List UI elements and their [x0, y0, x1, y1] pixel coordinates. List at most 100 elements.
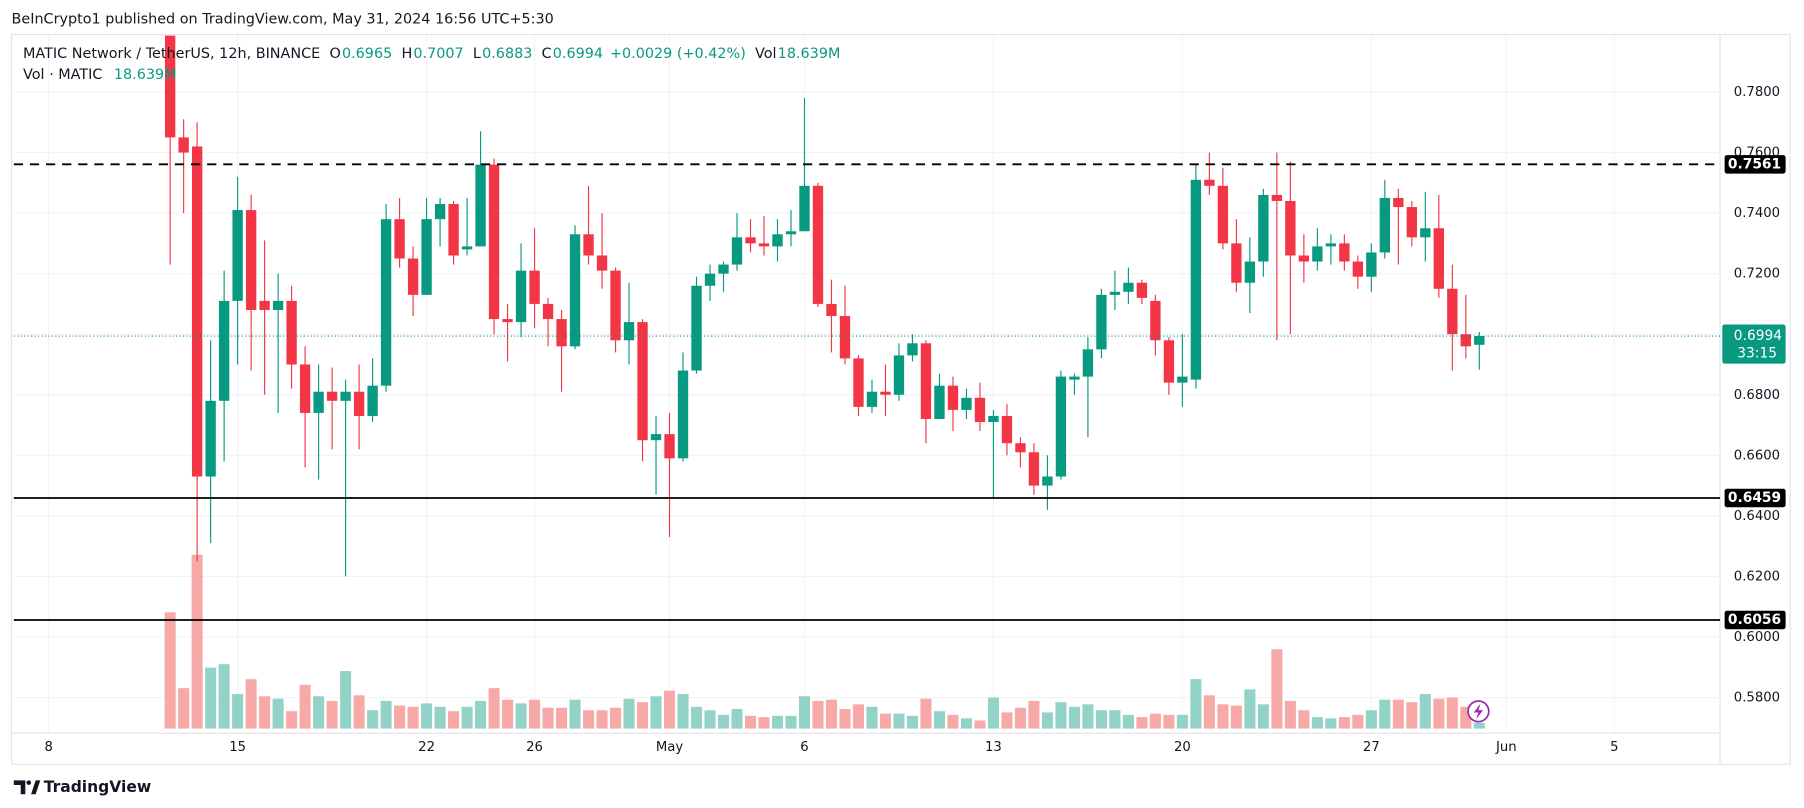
- candle-body: [515, 270, 527, 323]
- volume-bar: [1136, 717, 1148, 729]
- y-tick-label: 0.6400: [1734, 509, 1780, 524]
- volume-bar: [326, 700, 338, 729]
- legend-text: H: [401, 46, 412, 62]
- candle-body: [1366, 252, 1377, 277]
- volume-bar: [839, 708, 851, 729]
- candle-body: [272, 300, 284, 310]
- volume-bar: [798, 696, 811, 729]
- candle-body: [299, 364, 311, 413]
- candle-body: [448, 204, 459, 256]
- candle-body: [407, 258, 419, 295]
- volume-bar: [637, 702, 649, 729]
- volume-bar: [272, 698, 284, 729]
- candle-body: [245, 210, 257, 310]
- volume-bar: [960, 718, 972, 729]
- candle-body: [826, 303, 837, 317]
- volume-bar: [947, 714, 959, 729]
- legend-text: L: [473, 46, 481, 62]
- volume-bar: [434, 706, 446, 729]
- candle-body: [1474, 336, 1485, 345]
- volume-bar: [596, 710, 608, 729]
- candle-body: [1298, 255, 1310, 262]
- candle-body: [1258, 194, 1269, 262]
- volume-bar: [232, 694, 244, 729]
- volume-bar: [1176, 714, 1188, 729]
- volume-bar: [299, 684, 311, 729]
- candle-body: [1136, 282, 1148, 298]
- candle-body: [1096, 294, 1107, 350]
- publish-credit: BeInCrypto1 published on TradingView.com…: [12, 12, 554, 28]
- volume-bar: [448, 711, 460, 729]
- candle-body: [380, 219, 392, 386]
- volume-bar: [569, 699, 581, 729]
- candle-body: [367, 385, 378, 416]
- candle-body: [1082, 349, 1094, 377]
- candle-body: [772, 234, 783, 247]
- candle-body: [218, 300, 230, 401]
- candle-body: [1433, 228, 1445, 289]
- volume-bar: [407, 706, 419, 729]
- candle-body: [1055, 376, 1067, 477]
- volume-bar: [758, 717, 770, 729]
- x-tick-label: 22: [418, 740, 435, 755]
- candle-body: [313, 391, 324, 413]
- volume-bar: [1365, 710, 1377, 729]
- volume-bar: [1001, 712, 1013, 729]
- candle-body: [1204, 179, 1215, 186]
- legend-text: C: [542, 46, 552, 62]
- level-label: 0.6459: [1728, 490, 1781, 506]
- candle-body: [704, 273, 716, 286]
- candle-body: [205, 400, 216, 477]
- candle-body: [529, 270, 540, 304]
- volume-bar: [731, 708, 743, 729]
- candle-body: [677, 370, 689, 459]
- candle-body: [623, 322, 635, 341]
- candle-body: [1447, 288, 1458, 335]
- volume-bar: [191, 554, 203, 729]
- candle-body: [1244, 261, 1256, 283]
- candle-body: [650, 434, 662, 441]
- volume-bar: [556, 707, 568, 729]
- candle-body: [799, 185, 810, 232]
- candle-body: [434, 204, 446, 220]
- volume-bar: [542, 707, 554, 729]
- candle-body: [1460, 334, 1472, 347]
- volume-bar: [1392, 699, 1404, 729]
- candle-body: [461, 246, 473, 250]
- volume-bar: [245, 679, 257, 729]
- candle-body: [934, 385, 945, 419]
- y-tick-label: 0.7200: [1734, 267, 1780, 282]
- volume-bar: [353, 695, 365, 729]
- candle-body: [596, 255, 608, 271]
- volume-bar: [394, 705, 406, 729]
- level-label-box: [1724, 610, 1786, 630]
- volume-bar: [488, 688, 500, 729]
- volume-pane: [164, 554, 1485, 729]
- candle-body: [286, 300, 297, 365]
- y-tick-label: 0.6000: [1734, 630, 1780, 645]
- volume-bar: [1014, 707, 1026, 729]
- candle-body: [1312, 246, 1323, 262]
- candle-body: [1150, 300, 1161, 341]
- volume-bar: [1068, 706, 1080, 729]
- volume-bar: [218, 664, 230, 729]
- volume-bar: [866, 706, 878, 729]
- volume-bar: [663, 690, 676, 729]
- volume-bar: [461, 706, 473, 729]
- volume-bar: [164, 612, 176, 729]
- candle-body: [1339, 243, 1350, 262]
- candle-body: [1001, 415, 1013, 444]
- y-tick-label: 0.7800: [1734, 85, 1780, 100]
- y-tick-label: 0.6200: [1734, 569, 1780, 584]
- candle-body: [839, 316, 851, 359]
- volume-bar: [893, 713, 905, 729]
- legend-text: MATIC Network / TetherUS, 12h, BINANCE: [23, 46, 320, 62]
- volume-bar: [583, 710, 595, 729]
- volume-bar: [1149, 713, 1161, 729]
- volume-bar: [1041, 712, 1053, 729]
- candle-body: [637, 322, 648, 441]
- candle-body: [353, 391, 365, 416]
- volume-bar: [1163, 714, 1175, 729]
- candle-body: [1123, 282, 1134, 292]
